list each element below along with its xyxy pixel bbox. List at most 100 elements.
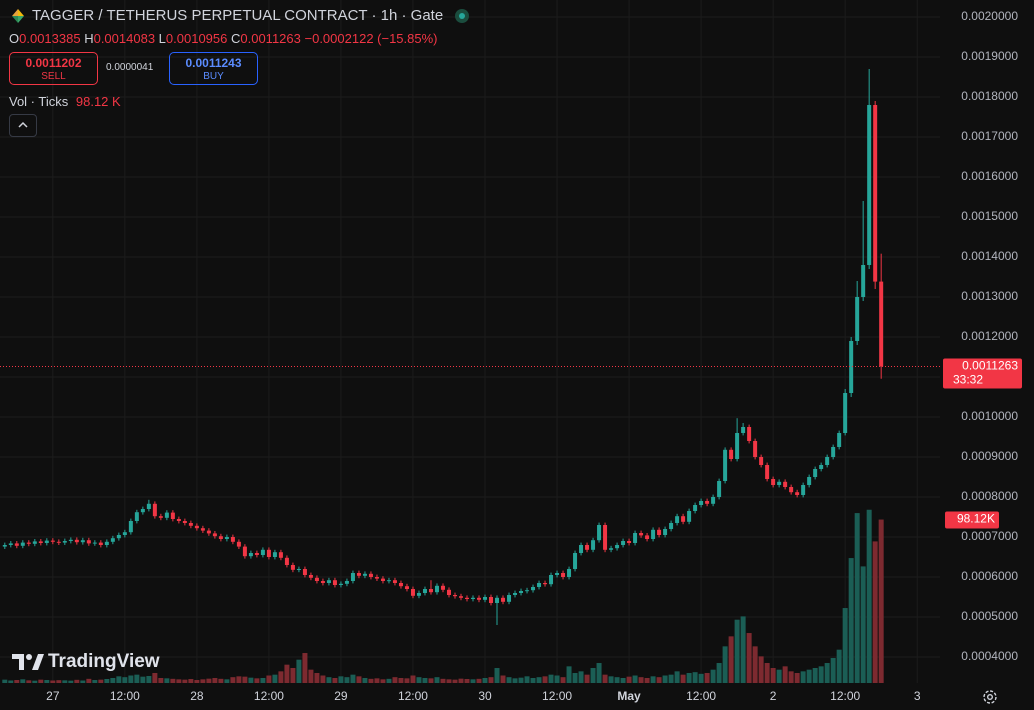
- candle-body: [446, 589, 451, 595]
- volume-bar: [152, 673, 158, 683]
- candle-body: [224, 537, 229, 539]
- volume-bar: [644, 678, 650, 683]
- volume-bar: [92, 680, 98, 683]
- volume-bar: [470, 679, 476, 683]
- candle-body: [332, 580, 337, 585]
- volume-bar: [782, 666, 788, 683]
- candle-body: [110, 538, 115, 542]
- low-label: L: [158, 31, 166, 46]
- candle-body: [645, 535, 650, 539]
- candle-body: [549, 575, 554, 585]
- volume-bar: [788, 671, 794, 683]
- y-tick-label: 0.0007000: [961, 529, 1018, 543]
- y-tick-label: 0.0009000: [961, 449, 1018, 463]
- candle-body: [861, 265, 866, 297]
- candle-body: [621, 541, 626, 545]
- volume-bar: [350, 674, 356, 683]
- volume-bar: [476, 678, 482, 683]
- candle-body: [8, 543, 13, 545]
- candle-body: [879, 281, 884, 367]
- candle-body: [615, 545, 620, 549]
- candle-body: [747, 427, 752, 441]
- volume-bar: [878, 519, 884, 683]
- volume-bar: [872, 541, 878, 683]
- volume-bar: [134, 674, 140, 683]
- watermark: TradingView: [48, 651, 160, 672]
- sell-button[interactable]: 0.0011202 SELL: [9, 52, 98, 85]
- volume-bar: [302, 653, 308, 683]
- candle-body: [176, 519, 181, 521]
- candle-body: [416, 593, 421, 596]
- volume-bar: [386, 678, 392, 683]
- x-tick-label: 29: [334, 689, 348, 703]
- volume-bar: [842, 608, 848, 683]
- volume-bar: [236, 676, 242, 683]
- candle-body: [837, 433, 842, 447]
- candle-body: [843, 393, 848, 433]
- volume-bar: [836, 649, 842, 683]
- candle-body: [254, 553, 259, 555]
- volume-bar: [338, 676, 344, 683]
- volume-bar: [566, 666, 572, 683]
- candle-body: [819, 465, 824, 469]
- candle-body: [507, 595, 512, 602]
- candle-body: [20, 542, 25, 546]
- volume-tag-label: 98.12K: [957, 512, 995, 526]
- volume-bar: [272, 674, 278, 683]
- candle-body: [434, 585, 439, 593]
- volume-bar: [494, 668, 500, 683]
- collapse-button[interactable]: [9, 114, 37, 137]
- candle-body: [801, 485, 806, 495]
- candle-body: [164, 512, 169, 518]
- volume-bar: [656, 677, 662, 683]
- volume-bar: [812, 668, 818, 683]
- settings-button[interactable]: [981, 688, 999, 710]
- volume-bar: [182, 679, 188, 683]
- ohlc-legend: O0.0013385 H0.0014083 L0.0010956 C0.0011…: [9, 31, 438, 46]
- buy-button[interactable]: 0.0011243 BUY: [169, 52, 258, 85]
- candle-body: [705, 501, 710, 504]
- volume-bar: [278, 671, 284, 683]
- candle-body: [404, 586, 409, 589]
- volume-bar: [68, 680, 74, 683]
- x-tick-label: 12:00: [398, 689, 428, 703]
- volume-bar: [164, 678, 170, 683]
- volume-bar: [362, 678, 368, 683]
- candle-body: [699, 501, 704, 505]
- volume-bar: [86, 678, 92, 683]
- volume-title: Vol · Ticks: [9, 94, 69, 109]
- candle-body: [513, 593, 518, 595]
- volume-bar: [38, 679, 44, 683]
- volume-bar: [806, 669, 812, 683]
- candle-body: [669, 523, 674, 529]
- y-tick-label: 0.0004000: [961, 649, 1018, 663]
- volume-bar: [284, 664, 290, 683]
- candle-body: [26, 542, 31, 544]
- candle-body: [813, 469, 818, 477]
- volume-bar: [488, 677, 494, 683]
- volume-bar: [512, 678, 518, 683]
- volume-bar: [818, 666, 824, 683]
- candle-body: [867, 105, 872, 265]
- volume-bar: [716, 663, 722, 683]
- volume-bar: [146, 676, 152, 683]
- y-tick-label: 0.0019000: [961, 49, 1018, 63]
- volume-bar: [770, 668, 776, 683]
- volume-bar: [866, 509, 872, 683]
- volume-bar: [506, 677, 512, 683]
- candle-body: [525, 590, 530, 592]
- candle-body: [609, 548, 614, 550]
- y-tick-label: 0.0008000: [961, 489, 1018, 503]
- candle-body: [218, 536, 223, 539]
- candle-body: [86, 540, 91, 544]
- volume-bar: [344, 677, 350, 683]
- volume-bar: [596, 663, 602, 683]
- candle-body: [729, 449, 734, 459]
- symbol-icon: [10, 8, 26, 29]
- volume-bar: [446, 679, 452, 683]
- candle-body: [627, 541, 632, 543]
- y-tick-label: 0.0018000: [961, 89, 1018, 103]
- candle-body: [290, 565, 295, 570]
- candle-body: [573, 553, 578, 569]
- volume-bar: [14, 680, 20, 683]
